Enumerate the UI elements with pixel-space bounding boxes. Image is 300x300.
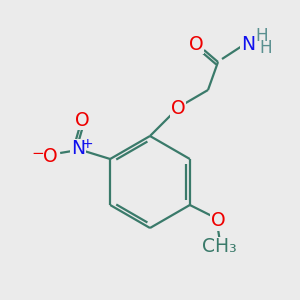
Text: O: O <box>171 98 185 118</box>
Text: CH₃: CH₃ <box>202 238 237 256</box>
Text: O: O <box>43 148 58 166</box>
Text: O: O <box>211 212 225 230</box>
Text: +: + <box>81 137 93 151</box>
Text: N: N <box>241 34 255 53</box>
Text: O: O <box>189 34 203 53</box>
Text: H: H <box>260 39 272 57</box>
Text: H: H <box>256 27 268 45</box>
Text: O: O <box>75 110 89 130</box>
Text: N: N <box>71 140 85 158</box>
Text: −: − <box>32 146 44 160</box>
